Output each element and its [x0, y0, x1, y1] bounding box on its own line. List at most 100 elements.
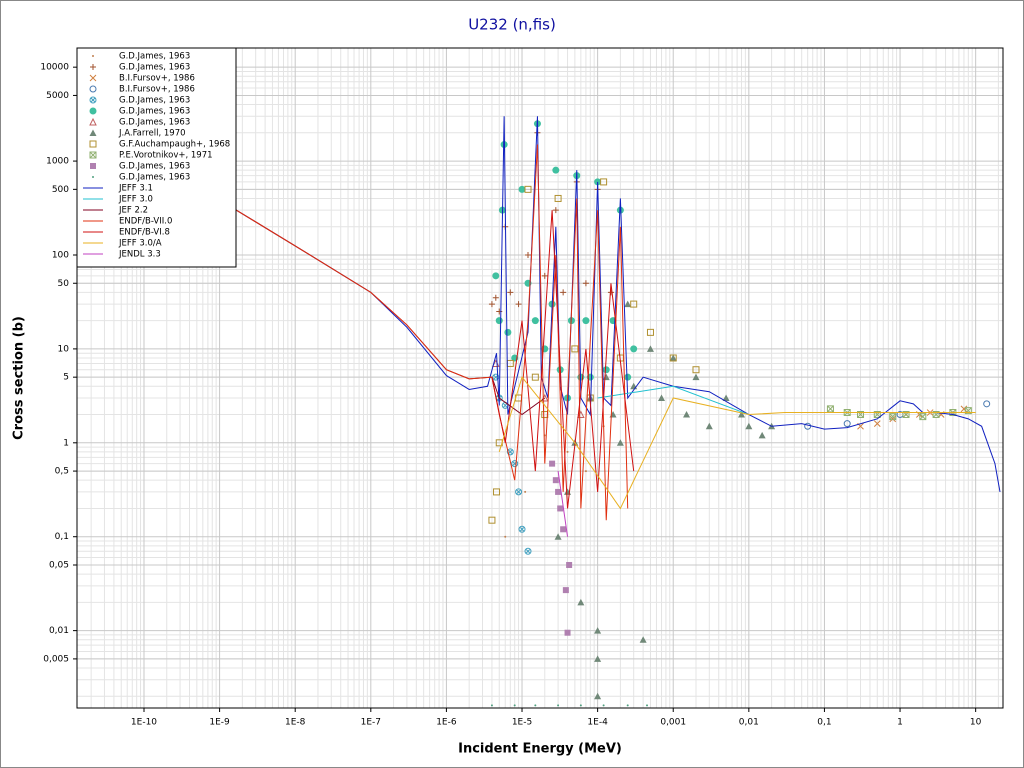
- x-tick-label: 1E-6: [436, 718, 457, 728]
- y-tick-label: 5000: [46, 91, 69, 101]
- line: [597, 385, 750, 416]
- x-tick-label: 1E-8: [285, 718, 306, 728]
- x-axis-title: Incident Energy (MeV): [458, 742, 622, 757]
- x-tick-label: 1E-10: [131, 718, 157, 728]
- point: [524, 490, 527, 493]
- point: [488, 516, 496, 524]
- point: [705, 422, 713, 430]
- legend-label: ENDF/B-VII.0: [119, 217, 172, 227]
- point: [594, 692, 602, 700]
- point: [889, 413, 897, 421]
- legend-label: G.D.James, 1963: [119, 107, 190, 117]
- point: [745, 422, 753, 430]
- point: [582, 317, 590, 325]
- point: [554, 194, 562, 202]
- point: [560, 289, 567, 296]
- y-tick-label: 1: [63, 438, 69, 448]
- legend-label: G.D.James, 1963: [119, 162, 190, 172]
- x-tick-label: 1E-9: [209, 718, 230, 728]
- point: [692, 373, 700, 381]
- point: [492, 294, 499, 301]
- legend-label: JEFF 3.1: [118, 184, 153, 194]
- point: [602, 366, 610, 374]
- point: [626, 704, 629, 707]
- point: [515, 301, 522, 308]
- point: [524, 185, 532, 193]
- point: [518, 185, 526, 193]
- point: [600, 178, 608, 186]
- point: [630, 300, 638, 308]
- legend-label: B.I.Fursov+, 1986: [119, 85, 195, 95]
- point: [534, 704, 537, 707]
- point: [488, 301, 495, 308]
- point: [843, 420, 851, 428]
- y-tick-label: 50: [58, 279, 70, 289]
- chart-title: U232 (n,fis): [468, 16, 556, 34]
- point: [552, 166, 560, 174]
- point: [555, 488, 562, 495]
- point: [89, 140, 97, 148]
- legend-label: G.D.James, 1963: [119, 52, 190, 62]
- y-tick-label: 1000: [46, 157, 69, 167]
- point: [602, 704, 605, 707]
- point: [492, 272, 500, 280]
- point: [646, 704, 649, 707]
- legend-label: JEFF 3.0/A: [118, 239, 162, 249]
- point: [669, 354, 677, 362]
- point: [646, 345, 654, 352]
- x-tick-label: 10: [970, 718, 982, 728]
- point: [960, 405, 968, 413]
- point: [89, 74, 97, 82]
- legend-box: [76, 47, 237, 268]
- point: [560, 526, 567, 533]
- legend-label: P.E.Vorotnikov+, 1971: [119, 151, 213, 161]
- point: [493, 488, 501, 496]
- point: [983, 400, 991, 408]
- point: [566, 450, 569, 453]
- point: [89, 107, 97, 115]
- y-tick-label: 0,1: [55, 532, 69, 542]
- point: [564, 629, 571, 636]
- point: [518, 525, 526, 533]
- plot-content: [219, 116, 1001, 707]
- point: [495, 317, 503, 325]
- y-tick-label: 10000: [40, 63, 69, 73]
- y-tick-label: 5: [63, 373, 69, 383]
- point: [89, 96, 97, 104]
- point: [504, 328, 512, 336]
- legend-label: JEFF 3.0: [118, 195, 153, 205]
- x-tick-label: 1E-5: [512, 718, 532, 728]
- point: [683, 411, 691, 418]
- point: [579, 704, 582, 707]
- point: [758, 431, 766, 439]
- plot-border: [76, 47, 1004, 709]
- legend-label: G.D.James, 1963: [119, 96, 190, 106]
- point: [513, 704, 516, 707]
- x-tick-label: 1E-4: [587, 718, 608, 728]
- point: [515, 488, 523, 496]
- point: [504, 535, 507, 538]
- point: [89, 151, 97, 159]
- legend-label: J.A.Farrell, 1970: [118, 129, 186, 139]
- legend-label: B.I.Fursov+, 1986: [119, 74, 195, 84]
- y-tick-label: 10: [58, 344, 70, 354]
- point: [557, 505, 564, 512]
- y-tick-label: 100: [52, 250, 69, 260]
- point: [624, 373, 632, 381]
- point: [889, 415, 897, 423]
- point: [826, 405, 834, 413]
- point: [531, 373, 539, 381]
- legend-label: ENDF/B-VI.8: [119, 228, 170, 238]
- legend-label: JEF 2.2: [118, 206, 148, 216]
- y-axis-title: Cross section (b): [12, 316, 27, 440]
- point: [507, 289, 514, 296]
- point: [566, 561, 573, 568]
- legend-label: JENDL 3.3: [118, 250, 161, 260]
- line: [491, 210, 635, 509]
- point: [557, 704, 560, 707]
- line: [557, 471, 569, 537]
- line: [219, 116, 1001, 492]
- point: [594, 655, 602, 662]
- line: [498, 376, 976, 510]
